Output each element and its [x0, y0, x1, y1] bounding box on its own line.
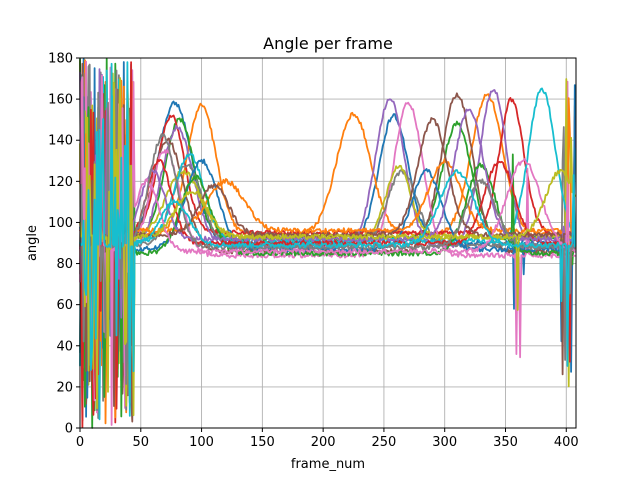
y-tick-label: 160: [48, 93, 73, 108]
x-tick-label: 400: [554, 435, 579, 450]
y-tick-label: 140: [48, 134, 73, 149]
y-axis: 0 20 40 60 80 100 120 140 160 180: [48, 52, 80, 437]
series-line-11: [79, 61, 576, 399]
x-axis: 0 50 100 150 200 250 300 350 400: [76, 428, 579, 450]
x-tick-label: 100: [189, 435, 214, 450]
y-tick-label: 40: [56, 339, 73, 354]
x-tick-label: 200: [311, 435, 336, 450]
x-tick-label: 350: [493, 435, 518, 450]
series-line-14: [79, 61, 576, 429]
y-tick-label: 180: [48, 52, 73, 67]
x-tick-label: 50: [133, 435, 150, 450]
y-tick-label: 60: [56, 298, 73, 313]
x-tick-label: 250: [372, 435, 397, 450]
chart-title: Angle per frame: [263, 34, 393, 53]
x-tick-label: 0: [76, 435, 84, 450]
x-tick-label: 300: [432, 435, 457, 450]
plot-frame: [79, 57, 577, 429]
y-tick-label: 100: [48, 216, 73, 231]
series-line-20: [79, 61, 576, 417]
y-tick-label: 20: [56, 380, 73, 395]
y-tick-label: 120: [48, 175, 73, 190]
x-axis-label: frame_num: [291, 457, 365, 472]
y-axis-label: angle: [25, 225, 40, 261]
y-tick-label: 80: [56, 257, 73, 272]
x-tick-label: 150: [250, 435, 275, 450]
series-group: [79, 58, 576, 429]
y-tick-label: 0: [65, 422, 73, 437]
